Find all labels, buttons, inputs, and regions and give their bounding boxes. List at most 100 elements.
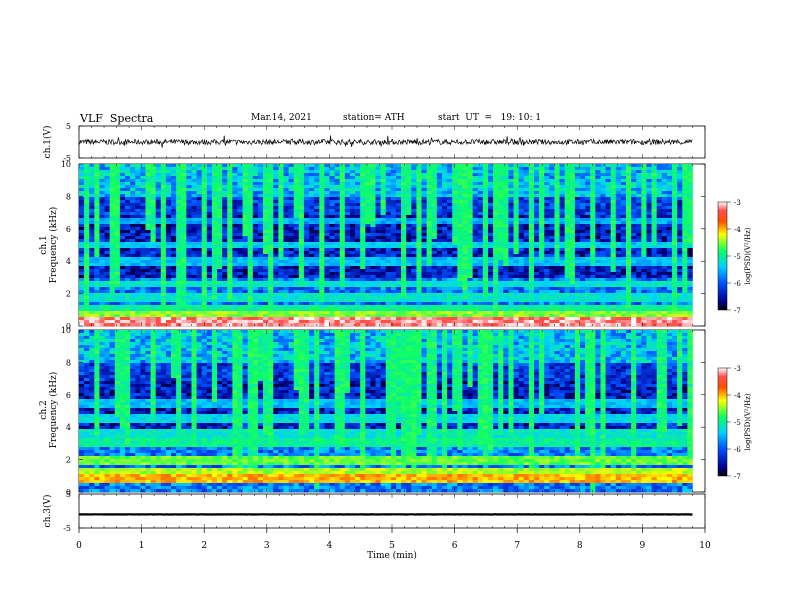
spectrogram-cell [360,257,366,261]
spectrogram-cell [672,242,678,246]
spectrogram-cell [365,215,371,219]
spectrogram-cell [646,191,652,195]
spectrogram-cell [554,164,560,168]
spectrogram-cell [84,287,90,291]
spectrogram-cell [544,191,550,195]
spectrogram-cell [590,191,596,195]
spectrogram-cell [661,173,668,177]
spectrogram-cell [109,257,116,261]
spectrogram-cell [477,233,484,237]
spectrogram-cell [651,182,657,186]
spectrogram-cell [457,179,463,183]
spectrogram-cell [268,203,274,207]
spectrogram-cell [564,245,571,249]
spectrogram-cell [559,227,565,231]
spectrogram-cell [426,242,433,246]
spectrogram-cell [626,263,632,267]
spectrogram-cell [344,167,351,171]
spectrogram-cell [222,197,228,201]
spectrogram-cell [293,257,300,261]
spectrogram-cell [109,191,116,195]
spectrogram-cell [329,248,335,252]
spectrogram-cell [539,230,545,234]
spectrogram-cell [574,194,581,198]
spectrogram-cell [482,185,489,189]
spectrogram-cell [375,185,381,189]
spectrogram-cell [268,209,274,213]
spectrogram-cell [426,266,433,270]
spectrogram-cell [636,278,642,282]
spectrogram-cell [385,251,392,255]
spectrogram-cell [452,191,458,195]
spectrogram-cell [114,197,121,201]
spectrogram-cell [237,227,243,231]
spectrogram-cell [298,257,305,261]
spectrogram-cell [227,230,233,234]
spectrogram-cell [191,164,197,168]
spectrogram-cell [242,266,248,270]
spectrogram-cell [145,215,151,219]
spectrogram-cell [217,197,223,201]
spectrogram-cell [171,194,177,198]
spectrogram-cell [160,206,167,210]
spectrogram-cell [487,281,494,285]
spectrogram-cell [99,245,105,249]
spectrogram-cell [401,218,407,222]
spectrogram-cell [457,218,463,222]
spectrogram-cell [590,278,596,282]
spectrogram-cell [257,278,264,282]
spectrogram-cell [79,185,85,189]
spectrogram-cell [176,275,182,279]
spectrogram-cell [452,275,458,279]
spectrogram-cell [355,275,361,279]
spectrogram-cell [605,257,611,261]
spectrogram-cell [626,176,632,180]
spectrogram-cell [457,221,463,225]
spectrogram-cell [498,185,504,189]
spectrogram-cell [569,194,576,198]
spectrogram-cell [145,272,151,276]
spectrogram-cell [528,230,535,234]
spectrogram-cell [472,275,479,279]
spectrogram-cell [84,248,90,252]
spectrogram-cell [549,251,555,255]
spectrogram-cell [447,224,453,228]
spectrogram-cell [324,263,330,267]
spectrogram-cell [401,254,407,258]
spectrogram-cell [99,185,105,189]
spectrogram-cell [232,194,238,198]
spectrogram-cell [411,191,417,195]
spectrogram-cell [528,215,535,219]
spectrogram-cell [508,260,514,264]
spectrogram-cell [656,263,663,267]
spectrogram-cell [620,170,627,174]
spectrogram-cell [365,182,371,186]
spectrogram-cell [656,275,663,279]
spectrogram-cell [186,239,192,243]
spectrogram-cell [452,245,458,249]
spectrogram-cell [237,254,243,258]
spectrogram-cell [119,209,126,213]
spectrogram-cell [421,209,427,213]
spectrogram-cell [140,227,146,231]
spectrogram-cell [309,221,315,225]
spectrogram-cell [534,191,540,195]
spectrogram-cell [360,227,366,231]
spectrogram-cell [518,203,525,207]
spectrogram-cell [498,218,504,222]
spectrogram-cell [436,209,443,213]
spectrogram-cell [539,179,545,183]
spectrogram-cell [365,227,371,231]
spectrogram-cell [646,266,652,270]
spectrogram-cell [288,191,295,195]
spectrogram-cell [569,203,576,207]
spectrogram-cell [263,269,269,273]
spectrogram-cell [125,284,131,288]
spectrogram-cell [349,173,356,177]
spectrogram-cell [355,200,361,204]
spectrogram-cell [273,170,279,174]
spectrogram-cell [84,191,90,195]
spectrogram-cell [104,164,110,168]
spectrogram-cell [528,242,535,246]
spectrogram-cell [201,275,208,279]
